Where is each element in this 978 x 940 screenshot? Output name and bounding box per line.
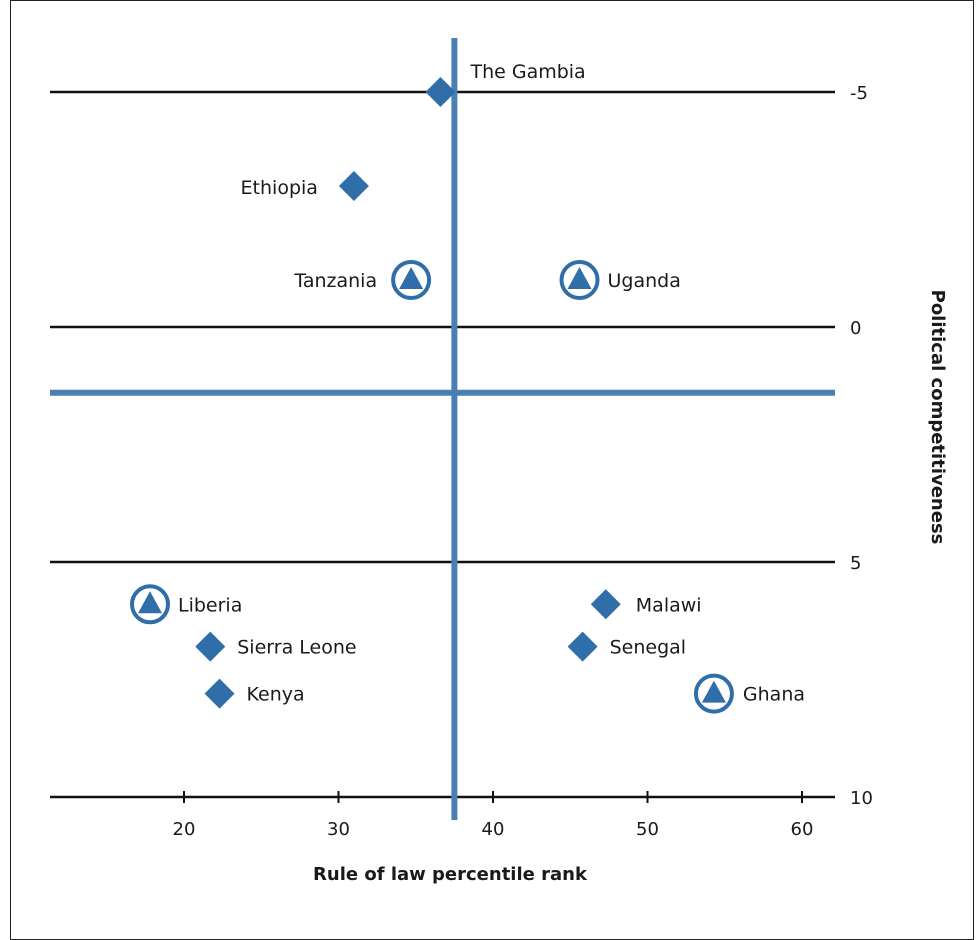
data-point: Tanzania xyxy=(293,260,432,300)
x-tick-label: 60 xyxy=(791,819,814,840)
data-point-label: Sierra Leone xyxy=(237,637,356,659)
diamond-marker xyxy=(425,77,456,107)
y-axis-title: Political competitiveness xyxy=(927,290,948,545)
data-point: Ethiopia xyxy=(241,171,369,201)
data-point: Kenya xyxy=(204,678,305,709)
x-axis: 20 30 40 50 60 xyxy=(173,791,814,840)
diamond-marker xyxy=(204,678,235,709)
triangle-marker xyxy=(138,591,163,614)
y-tick-label: 10 xyxy=(850,788,873,809)
y-tick-label: -5 xyxy=(850,83,868,104)
diamond-marker xyxy=(195,631,226,662)
diamond-marker xyxy=(338,171,369,201)
data-point-label: Senegal xyxy=(610,637,686,659)
data-point-label: The Gambia xyxy=(469,61,585,83)
data-point-label: Kenya xyxy=(247,684,305,706)
x-tick-label: 50 xyxy=(636,819,659,840)
x-tick-label: 20 xyxy=(173,819,196,840)
data-point-label: Liberia xyxy=(178,594,242,616)
data-point-label: Uganda xyxy=(608,270,681,292)
data-point-label: Ghana xyxy=(743,684,805,706)
data-point: Ghana xyxy=(693,673,805,714)
diamond-marker xyxy=(590,589,621,620)
triangle-marker xyxy=(567,267,592,289)
data-point-label: Malawi xyxy=(636,594,702,616)
data-points: The Gambia Ethiopia Malawi Sierra Leone Sene… xyxy=(130,61,805,714)
diamond-marker xyxy=(567,631,598,662)
data-point: The Gambia xyxy=(425,61,586,107)
data-point-label: Ethiopia xyxy=(241,177,318,199)
data-point: Sierra Leone xyxy=(195,631,357,662)
y-tick-label: 0 xyxy=(850,318,861,339)
reference-lines xyxy=(50,38,835,820)
triangle-marker xyxy=(701,680,726,703)
x-axis-title: Rule of law percentile rank xyxy=(313,864,588,885)
y-tick-label: 5 xyxy=(850,553,861,574)
data-point: Senegal xyxy=(567,631,686,662)
data-point: Malawi xyxy=(590,589,702,620)
y-axis-ticks: -5 0 5 10 xyxy=(850,83,873,809)
x-tick-label: 30 xyxy=(327,819,350,840)
data-point-label: Tanzania xyxy=(293,270,377,292)
triangle-marker xyxy=(399,267,424,289)
data-point: Uganda xyxy=(559,260,681,300)
x-tick-label: 40 xyxy=(482,819,505,840)
data-point: Liberia xyxy=(130,584,242,625)
